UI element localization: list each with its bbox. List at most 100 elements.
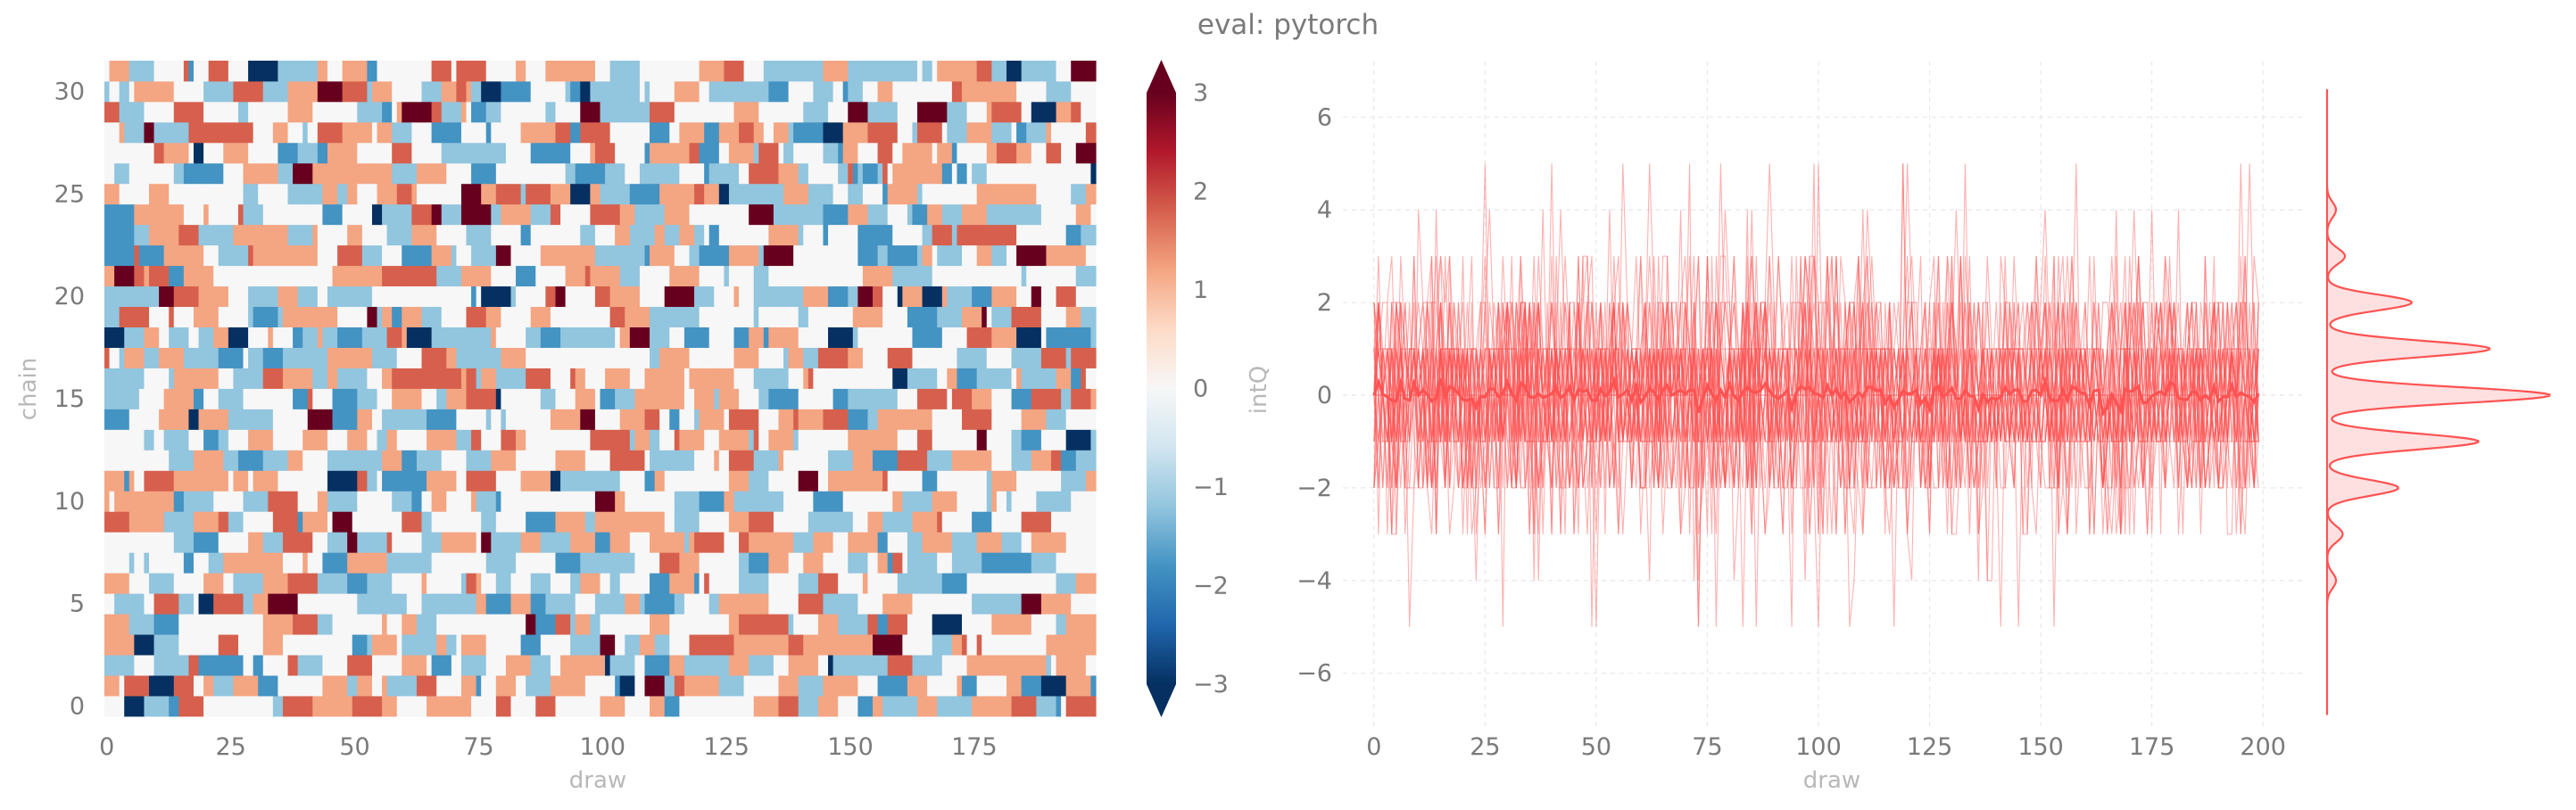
heatmap-cell <box>406 265 437 287</box>
heatmap-cell <box>639 61 660 82</box>
heatmap-cell <box>555 552 581 574</box>
heatmap-cell <box>526 203 532 226</box>
heatmap-cell <box>848 347 864 368</box>
heatmap-cell <box>134 265 145 287</box>
trace-series-line <box>1373 210 2259 627</box>
heatmap-cell <box>639 634 656 656</box>
heatmap-cell <box>471 101 487 123</box>
heatmap-cell <box>619 326 631 348</box>
heatmap-cell <box>650 244 675 267</box>
heatmap-cell <box>193 388 204 409</box>
heatmap-cell <box>832 142 839 164</box>
heatmap-cell <box>491 183 497 205</box>
heatmap-cell <box>302 61 319 82</box>
heatmap-cell <box>873 285 883 308</box>
heatmap-cell <box>382 450 402 471</box>
heatmap-cell <box>669 573 691 594</box>
heatmap-cell <box>153 61 185 82</box>
heatmap-cell <box>520 675 526 697</box>
heatmap-cell <box>501 429 517 450</box>
heatmap-cell <box>664 285 695 308</box>
heatmap-cell <box>1075 285 1097 308</box>
heatmap-cell <box>327 347 348 368</box>
heatmap-cell <box>1056 61 1072 82</box>
heatmap-cell <box>753 675 780 697</box>
heatmap-cell <box>128 285 160 308</box>
heatmap-cell <box>481 80 501 103</box>
heatmap-cell <box>966 285 973 308</box>
heatmap-cell <box>887 347 893 368</box>
heatmap-cell <box>594 142 616 164</box>
heatmap-cell <box>832 183 849 205</box>
heatmap-cell <box>654 224 666 246</box>
heatmap-cell <box>798 429 829 450</box>
heatmap-cell <box>957 224 988 246</box>
heatmap-cell <box>650 326 670 348</box>
heatmap-cell <box>149 675 175 697</box>
heatmap-cell <box>842 80 849 103</box>
heatmap-cell <box>1031 409 1048 430</box>
heatmap-cell <box>798 409 804 430</box>
heatmap-cell <box>153 203 185 226</box>
heatmap-cell <box>411 183 418 205</box>
heatmap-cell <box>169 450 195 471</box>
heatmap-cell <box>159 511 165 533</box>
heatmap-cell <box>962 244 978 267</box>
trace-series-line <box>1373 256 2259 534</box>
heatmap-cell <box>1056 573 1062 594</box>
heatmap-cell <box>848 634 874 656</box>
trace-x-tick-label: 100 <box>1795 733 1842 761</box>
heatmap-cell <box>169 368 175 389</box>
heatmap-cell <box>674 593 685 615</box>
heatmap-cell <box>972 593 1003 615</box>
heatmap-cell <box>233 491 239 512</box>
heatmap-cell <box>991 634 1017 656</box>
heatmap-cell <box>545 121 557 144</box>
heatmap-cell <box>892 80 924 103</box>
heatmap-cell <box>228 121 254 144</box>
heatmap-cell <box>857 285 874 308</box>
heatmap-cell <box>526 450 557 471</box>
heatmap-cell <box>679 224 695 246</box>
heatmap-cell <box>828 101 849 123</box>
heatmap-cell <box>441 306 468 327</box>
heatmap-cell <box>941 326 958 348</box>
heatmap-cell <box>144 552 150 574</box>
heatmap-cell <box>520 224 532 246</box>
heatmap-cell <box>198 409 219 430</box>
heatmap-cell <box>704 470 730 492</box>
heatmap-cell <box>991 285 1017 308</box>
heatmap-cell <box>1056 101 1072 123</box>
heatmap-cell <box>927 203 943 226</box>
heatmap-cell <box>169 265 185 287</box>
heatmap-cell <box>218 532 249 553</box>
heatmap-cell <box>887 655 914 676</box>
heatmap-cell <box>644 593 675 615</box>
heatmap-cell <box>659 532 685 553</box>
heatmap-cell <box>1026 121 1048 144</box>
heatmap-cell <box>704 101 725 123</box>
heatmap-cell <box>699 142 705 164</box>
heatmap-cell <box>1090 675 1097 697</box>
heatmap-cell <box>357 552 388 574</box>
heatmap-cell <box>694 696 705 717</box>
heatmap-cell <box>848 409 869 430</box>
heatmap-cell <box>347 675 358 697</box>
heatmap-cell <box>957 368 978 389</box>
heatmap-cell <box>912 696 918 717</box>
heatmap-cell <box>976 429 988 450</box>
heatmap-cell <box>793 244 824 267</box>
heatmap-cell <box>584 265 591 287</box>
heatmap-cell <box>104 573 130 594</box>
heatmap-cell <box>153 429 165 450</box>
heatmap-cell <box>386 552 398 574</box>
heatmap-cell <box>1011 265 1023 287</box>
heatmap-cell <box>877 675 908 697</box>
heatmap-cell <box>1011 388 1032 409</box>
heatmap-cell <box>1021 101 1032 123</box>
heatmap-cell <box>664 511 675 533</box>
heatmap-cell <box>1006 491 1013 512</box>
heatmap-cell <box>650 429 660 450</box>
heatmap-cell <box>1046 326 1062 348</box>
heatmap-cell <box>322 203 344 226</box>
